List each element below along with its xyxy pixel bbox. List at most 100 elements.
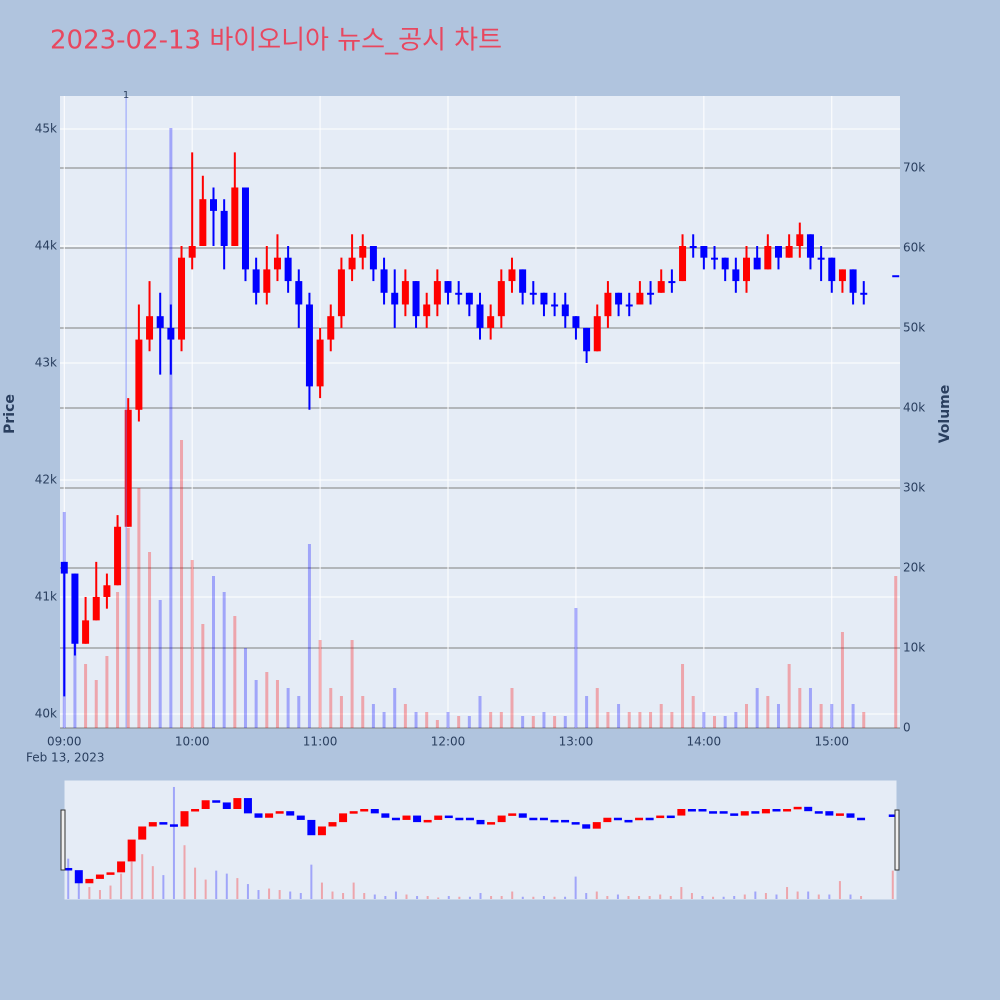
slider-handle[interactable] bbox=[60, 809, 66, 871]
slider-candle bbox=[825, 811, 834, 816]
slider-volume-bar bbox=[500, 896, 503, 899]
y2-tick-label: 20k bbox=[903, 561, 925, 575]
volume-bar bbox=[585, 696, 589, 728]
volume-bar bbox=[169, 128, 173, 728]
candle-body bbox=[742, 257, 750, 282]
slider-candle bbox=[360, 809, 369, 812]
slider-volume-bar bbox=[860, 896, 863, 899]
slider-candle bbox=[169, 824, 178, 827]
slider-volume-bar bbox=[521, 896, 524, 899]
volume-bar bbox=[553, 716, 557, 728]
slider-candle bbox=[709, 811, 718, 814]
slider-volume-bar bbox=[838, 881, 841, 899]
annotation-text: 1 bbox=[123, 90, 129, 101]
slider-volume-bar bbox=[299, 893, 302, 899]
volume-bar bbox=[787, 664, 791, 728]
slider-candle bbox=[687, 809, 696, 812]
slider-candle bbox=[233, 798, 242, 810]
slider-volume-bar bbox=[669, 896, 672, 899]
slider-candle bbox=[159, 822, 168, 825]
volume-bar bbox=[457, 716, 461, 728]
y2-tick-label: 0 bbox=[903, 721, 911, 735]
slider-candle bbox=[222, 802, 231, 810]
volume-bar bbox=[393, 688, 397, 728]
slider-candle bbox=[677, 809, 686, 816]
candle-body bbox=[892, 275, 900, 278]
slider-candle bbox=[550, 819, 559, 823]
volume-bar bbox=[691, 696, 695, 728]
slider-candle bbox=[127, 839, 136, 862]
slider-volume-bar bbox=[616, 894, 619, 899]
candle-body bbox=[764, 245, 772, 270]
volume-bar bbox=[595, 688, 599, 728]
candle-body bbox=[327, 316, 335, 340]
candle-body bbox=[401, 281, 409, 305]
slider-candle bbox=[402, 815, 411, 820]
slider-handle[interactable] bbox=[894, 809, 900, 871]
candle-body bbox=[487, 316, 495, 328]
volume-bar bbox=[275, 680, 279, 728]
slider-volume-bar bbox=[363, 893, 366, 899]
slider-candle bbox=[846, 813, 855, 818]
volume-bar bbox=[158, 600, 162, 728]
slider-candle bbox=[286, 811, 295, 816]
slider-candle bbox=[85, 878, 94, 884]
x-tick-label: 11:00 bbox=[303, 735, 338, 749]
candle-body bbox=[156, 316, 164, 328]
slider-candle bbox=[751, 811, 760, 814]
x-tick-label: 12:00 bbox=[431, 735, 466, 749]
candle-body bbox=[636, 292, 644, 305]
candle-body bbox=[817, 257, 825, 260]
volume-bar bbox=[318, 640, 322, 728]
x-tick-label: 14:00 bbox=[687, 735, 722, 749]
slider-volume-bar bbox=[817, 894, 820, 899]
volume-bar bbox=[531, 716, 535, 728]
slider-volume-bar bbox=[807, 891, 810, 899]
slider-candle bbox=[603, 817, 612, 823]
y2-tick-label: 50k bbox=[903, 321, 925, 335]
slider-candle bbox=[539, 817, 548, 821]
candle-body bbox=[679, 245, 687, 282]
volume-bar bbox=[670, 712, 674, 728]
slider-candle bbox=[307, 819, 316, 836]
y2-axis-title: Volume bbox=[937, 385, 953, 444]
slider-volume-bar bbox=[373, 894, 376, 899]
candle-body bbox=[273, 257, 281, 270]
slider-volume-bar bbox=[574, 876, 577, 899]
slider-candle bbox=[656, 815, 665, 819]
volume-bar bbox=[137, 488, 141, 728]
slider-volume-bar bbox=[638, 896, 641, 899]
candle-body bbox=[519, 269, 527, 293]
slider-volume-bar bbox=[278, 890, 281, 899]
volume-bar bbox=[510, 688, 514, 728]
candle-body bbox=[60, 561, 68, 574]
slider-candle bbox=[518, 813, 527, 818]
candle-body bbox=[167, 327, 175, 340]
slider-candle bbox=[138, 826, 147, 840]
slider-candle bbox=[624, 819, 633, 823]
y-axis-title: Price bbox=[2, 394, 18, 434]
slider-candle bbox=[465, 817, 474, 821]
volume-bar bbox=[713, 716, 717, 728]
slider-volume-bar bbox=[194, 867, 197, 899]
candle-body bbox=[146, 316, 154, 340]
candle-body bbox=[700, 245, 708, 258]
slider-volume-bar bbox=[468, 896, 471, 899]
y2-tick-label: 30k bbox=[903, 481, 925, 495]
slider-volume-bar bbox=[246, 884, 249, 899]
slider-volume-bar bbox=[268, 888, 271, 899]
candle-body bbox=[455, 292, 463, 295]
slider-volume-bar bbox=[109, 885, 112, 899]
range-slider[interactable] bbox=[63, 779, 898, 901]
candle-body bbox=[241, 187, 249, 270]
slider-volume-bar bbox=[310, 864, 313, 899]
slider-volume-bar bbox=[511, 891, 514, 899]
slider-volume-bar bbox=[754, 891, 757, 899]
candle-body bbox=[561, 304, 569, 317]
slider-volume-bar bbox=[828, 894, 831, 899]
slider-volume-bar bbox=[162, 875, 165, 899]
candle-body bbox=[433, 281, 441, 305]
slider-candle bbox=[191, 809, 200, 812]
volume-bar bbox=[766, 696, 770, 728]
slider-volume-bar bbox=[405, 894, 408, 899]
